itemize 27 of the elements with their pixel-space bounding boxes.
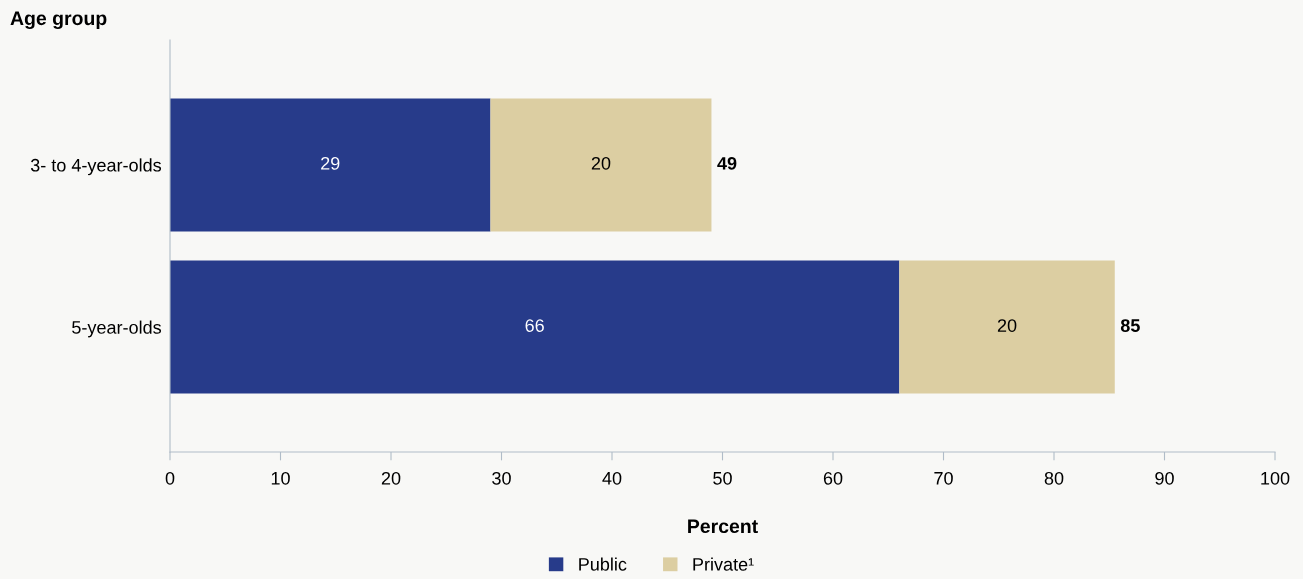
x-tick-label: 40 [602, 471, 622, 485]
x-tick-label: 80 [1044, 471, 1064, 485]
data-label: 20 [997, 319, 1017, 332]
data-label: 66 [525, 319, 544, 332]
y-tick-label: 5-year-olds [72, 320, 162, 338]
x-tick-label: 60 [823, 471, 843, 485]
x-tick-label: 50 [713, 471, 732, 485]
bar [490, 98, 712, 232]
x-axis-title: Percent [688, 519, 758, 534]
y-tick-label: 3- to 4-year-olds [30, 158, 162, 176]
total-label: 49 [717, 156, 737, 170]
legend-label: Public [579, 557, 627, 571]
x-tick-label: 100 [1261, 471, 1290, 485]
x-tick-label: 20 [381, 471, 401, 485]
y-axis-title: Age group [10, 11, 107, 30]
x-tick-label: 90 [1155, 471, 1174, 485]
legend-label: Private¹ [693, 557, 754, 571]
x-tick-label: 70 [934, 471, 953, 485]
bar [170, 260, 900, 394]
total-label: 85 [1120, 319, 1140, 332]
x-tick-label: 30 [492, 471, 511, 485]
bar [899, 260, 1115, 394]
data-label: 29 [321, 156, 340, 170]
data-label: 20 [591, 156, 611, 170]
bar [170, 98, 491, 232]
x-tick-label: 10 [271, 471, 290, 485]
x-tick-label: 0 [165, 471, 175, 485]
